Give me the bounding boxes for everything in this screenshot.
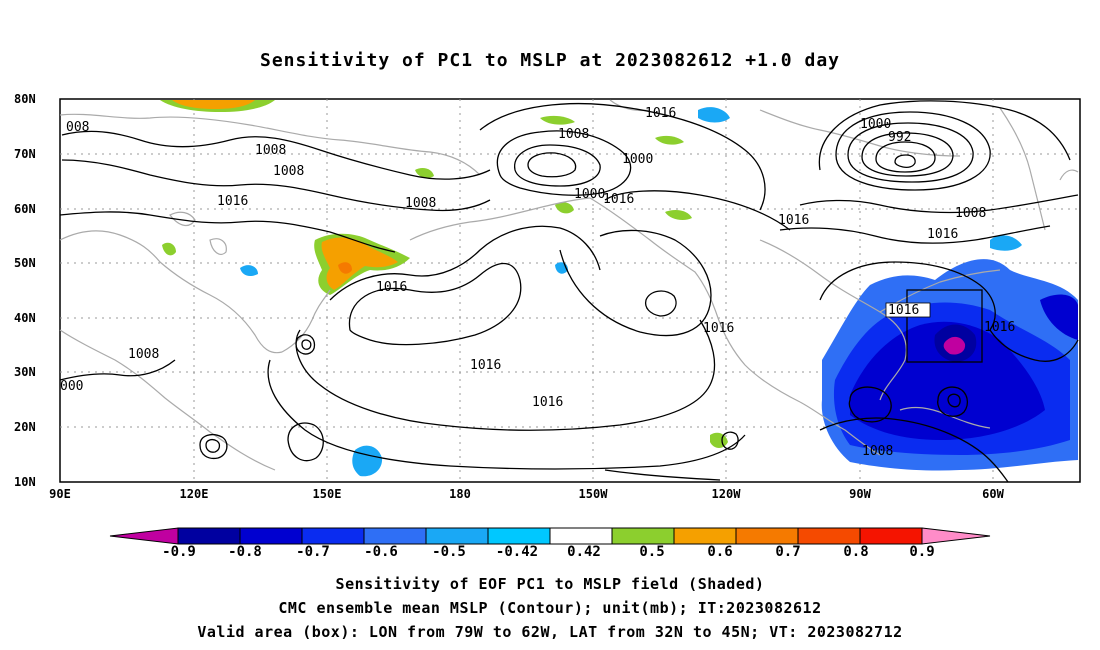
y-tick-label: 10N	[14, 475, 36, 489]
contour-label: 008	[66, 120, 89, 135]
contour-label: 1008	[273, 164, 304, 179]
x-tick-label: 180	[449, 487, 471, 501]
colorbar-label: 0.7	[775, 544, 801, 560]
colorbar-label: -0.42	[495, 544, 539, 560]
contour-label: 1016	[778, 213, 809, 228]
contour-label: 1008	[255, 143, 286, 158]
colorbar-cell	[109, 527, 179, 545]
y-tick-label: 60N	[14, 202, 36, 216]
colorbar-cell	[425, 527, 489, 545]
contour-label: 1016	[217, 194, 248, 209]
x-tick-label: 60W	[982, 487, 1004, 501]
colorbar-cell	[673, 527, 737, 545]
colorbar-cell	[859, 527, 923, 545]
contour-label: 1008	[558, 127, 589, 142]
colorbar-label: 0.5	[639, 544, 665, 560]
y-tick-label: 30N	[14, 365, 36, 379]
caption-line-2: CMC ensemble mean MSLP (Contour); unit(m…	[278, 599, 822, 617]
mslp-contours	[59, 100, 1079, 483]
y-tick-label: 50N	[14, 256, 36, 270]
colorbar-cell	[301, 527, 365, 545]
colorbar-label: 0.6	[707, 544, 733, 560]
colorbar-cell	[549, 527, 613, 545]
caption-line-1: Sensitivity of EOF PC1 to MSLP field (Sh…	[335, 575, 765, 593]
x-tick-label: 90W	[849, 487, 871, 501]
contour-label: 1008	[128, 347, 159, 362]
colorbar-cell	[239, 527, 303, 545]
contour-label: 1016	[984, 320, 1015, 335]
x-tick-label: 120W	[711, 487, 741, 501]
contour-labels: 1016 1008 1000 992 1008 1016 1016 1016 1…	[60, 106, 1015, 459]
contour-label: 1000	[622, 152, 653, 167]
contour-label: 1016	[532, 395, 563, 410]
colorbar-label: 0.9	[909, 544, 935, 560]
contour-label-box: 1016	[888, 303, 919, 318]
colorbar-cell	[487, 527, 551, 545]
contour-label: 1016	[645, 106, 676, 121]
valid-area-box	[906, 289, 983, 363]
contour-label: 1016	[470, 358, 501, 373]
contour-label: 1016	[927, 227, 958, 242]
colorbar-label: -0.8	[228, 544, 262, 560]
contour-label: 1008	[955, 206, 986, 221]
contour-label: 1016	[703, 321, 734, 336]
contour-label: 1016	[603, 192, 634, 207]
contour-label: 1016	[376, 280, 407, 295]
colorbar-label: -0.5	[432, 544, 466, 560]
colorbar-cell	[921, 527, 991, 545]
contour-label: 1008	[405, 196, 436, 211]
colorbar-label: -0.7	[296, 544, 330, 560]
x-tick-label: 120E	[179, 487, 209, 501]
chart-title: Sensitivity of PC1 to MSLP at 2023082612…	[259, 50, 840, 71]
colorbar-cell	[735, 527, 799, 545]
colorbar-cell	[177, 527, 241, 545]
colorbar-label: 0.8	[843, 544, 869, 560]
colorbar-cell	[363, 527, 427, 545]
grid-lines	[60, 99, 1080, 482]
contour-label: 000	[60, 379, 83, 394]
caption-line-3: Valid area (box): LON from 79W to 62W, L…	[197, 623, 903, 641]
contour-label: 1008	[862, 444, 893, 459]
x-tick-label: 150W	[578, 487, 608, 501]
colorbar	[109, 527, 991, 545]
y-tick-label: 70N	[14, 147, 36, 161]
y-tick-label: 40N	[14, 311, 36, 325]
y-tick-label: 80N	[14, 92, 36, 106]
positive-sensitivity-shading	[160, 100, 728, 448]
colorbar-cell	[611, 527, 675, 545]
negative-sensitivity-shading	[240, 107, 1078, 477]
coastlines	[59, 99, 1079, 471]
contour-label: 992	[888, 130, 911, 145]
contour-labels-boxed: 1016	[885, 302, 931, 318]
colorbar-label: -0.9	[162, 544, 196, 560]
y-tick-label: 20N	[14, 420, 36, 434]
x-tick-label: 90E	[49, 487, 71, 501]
x-tick-label: 150E	[312, 487, 342, 501]
contour-label: 1000	[574, 187, 605, 202]
colorbar-cell	[797, 527, 861, 545]
contour-label: 1000	[860, 117, 891, 132]
colorbar-label: 0.42	[567, 544, 601, 560]
colorbar-label: -0.6	[364, 544, 398, 560]
